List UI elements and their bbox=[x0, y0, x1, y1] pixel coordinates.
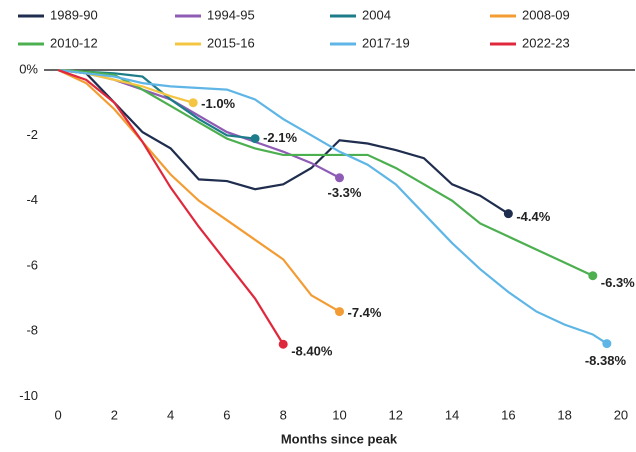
end-marker bbox=[188, 98, 198, 108]
legend-label: 1994-95 bbox=[207, 7, 255, 22]
data-label: -4.4% bbox=[516, 209, 550, 224]
x-tick-label: 6 bbox=[223, 407, 230, 422]
data-label: -8.40% bbox=[291, 344, 333, 359]
legend-label: 2022-23 bbox=[522, 35, 570, 50]
legend-label: 1989-90 bbox=[50, 7, 98, 22]
series-line bbox=[57, 68, 608, 345]
x-tick-label: 0 bbox=[54, 407, 61, 422]
series-line bbox=[57, 68, 341, 179]
data-label: -3.3% bbox=[328, 185, 362, 200]
data-label: -8.38% bbox=[585, 353, 627, 368]
end-marker bbox=[335, 307, 344, 317]
legend-label: 2004 bbox=[362, 7, 391, 22]
y-tick-label: -10 bbox=[19, 388, 38, 403]
y-tick-label: -2 bbox=[26, 127, 38, 142]
y-tick-label: -6 bbox=[26, 257, 38, 272]
series-line bbox=[58, 68, 594, 277]
end-marker bbox=[335, 173, 344, 183]
legend-label: 2008-09 bbox=[522, 7, 570, 22]
x-tick-label: 10 bbox=[332, 407, 346, 422]
series-line bbox=[57, 69, 341, 313]
x-tick-label: 4 bbox=[167, 407, 174, 422]
legend-label: 2010-12 bbox=[50, 35, 98, 50]
y-tick-label: -8 bbox=[26, 323, 38, 338]
x-tick-label: 14 bbox=[445, 407, 459, 422]
y-tick-label: -4 bbox=[26, 192, 38, 207]
series-line bbox=[57, 69, 285, 345]
data-label: -1.0% bbox=[201, 96, 235, 111]
data-label: -6.3% bbox=[601, 275, 635, 290]
x-tick-label: 18 bbox=[557, 407, 571, 422]
end-marker bbox=[602, 339, 612, 349]
data-label: -2.1% bbox=[263, 130, 297, 145]
end-marker bbox=[278, 339, 288, 349]
x-tick-label: 8 bbox=[280, 407, 287, 422]
end-marker bbox=[503, 209, 513, 219]
data-label: -7.4% bbox=[348, 305, 382, 320]
x-tick-label: 2 bbox=[111, 407, 118, 422]
legend-label: 2017-19 bbox=[362, 35, 410, 50]
end-marker bbox=[250, 134, 260, 144]
x-tick-label: 20 bbox=[614, 407, 628, 422]
x-tick-label: 12 bbox=[389, 407, 403, 422]
end-marker bbox=[588, 271, 598, 281]
x-axis-label: Months since peak bbox=[281, 431, 398, 446]
legend-label: 2015-16 bbox=[207, 35, 255, 50]
y-tick-label: 0% bbox=[19, 61, 38, 76]
series-line bbox=[57, 68, 509, 215]
x-tick-label: 16 bbox=[501, 407, 515, 422]
